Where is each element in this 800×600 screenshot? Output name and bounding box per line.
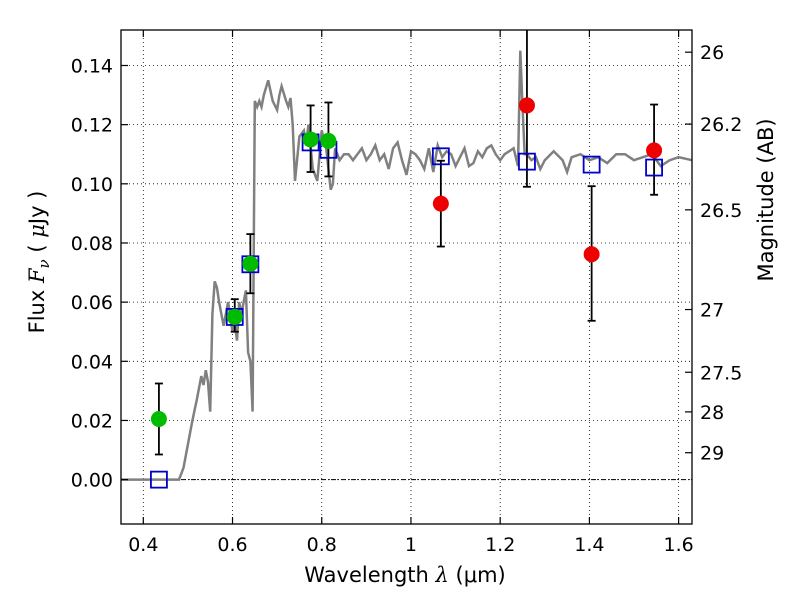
red-data-point (432, 195, 449, 212)
x-tick-label: 1.4 (574, 534, 604, 556)
x-axis-label: Wavelength λ (μm) (304, 563, 505, 587)
error-bars (154, 30, 659, 456)
y2-tick-label: 29 (700, 443, 724, 465)
red-data-point (583, 246, 600, 263)
model-spectrum-line (121, 50, 693, 481)
y-tick-label: 0.02 (71, 410, 113, 432)
model-photometry-squares (150, 133, 663, 489)
y2-tick-label: 28 (700, 402, 724, 424)
blue-square-marker (645, 158, 663, 177)
green-data-point (242, 255, 259, 272)
y-axis-label: Flux Fν ( μJy ) (25, 191, 53, 334)
green-data-point (302, 131, 319, 148)
red-data-point (646, 142, 663, 159)
y2-tick-label: 26.2 (700, 114, 742, 136)
y-tick-label: 0.14 (71, 55, 113, 77)
plot-frame (120, 29, 693, 525)
y-axis-ticks: 0.00 0.02 0.04 0.06 0.08 0.10 0.12 0.14 (71, 55, 128, 492)
x-axis-ticks: 0.4 0.6 0.8 1 1.2 1.4 1.6 (128, 30, 694, 556)
blue-square-marker (150, 470, 168, 489)
x-tick-label: 0.8 (307, 534, 337, 556)
y2-tick-label: 26.5 (700, 200, 742, 222)
y2-axis-label: Magnitude (AB) (754, 118, 778, 281)
green-data-point (150, 410, 167, 427)
y2-tick-label: 26 (700, 42, 724, 64)
blue-square-marker (518, 152, 536, 171)
y2-axis-ticks: 26 26.2 26.5 27 27.5 28 29 (685, 42, 742, 465)
y-tick-label: 0.04 (71, 351, 113, 373)
blue-square-marker (582, 155, 601, 174)
y-tick-label: 0.00 (71, 470, 113, 492)
observed-photometry-points (150, 97, 663, 427)
y2-tick-label: 27 (700, 300, 724, 322)
red-data-point (518, 97, 535, 114)
grid (121, 30, 692, 524)
x-tick-label: 0.6 (217, 534, 247, 556)
x-tick-label: 1 (405, 534, 417, 556)
green-data-point (320, 132, 337, 149)
blue-square-marker (431, 147, 450, 166)
y2-tick-label: 27.5 (700, 362, 742, 384)
x-tick-label: 1.6 (664, 534, 694, 556)
y-tick-label: 0.12 (71, 115, 113, 137)
green-data-point (226, 308, 243, 325)
x-tick-label: 1.2 (485, 534, 515, 556)
y-tick-label: 0.08 (71, 233, 113, 255)
y-tick-label: 0.10 (71, 174, 113, 196)
x-tick-label: 0.4 (128, 534, 158, 556)
y-tick-label: 0.06 (71, 292, 113, 314)
